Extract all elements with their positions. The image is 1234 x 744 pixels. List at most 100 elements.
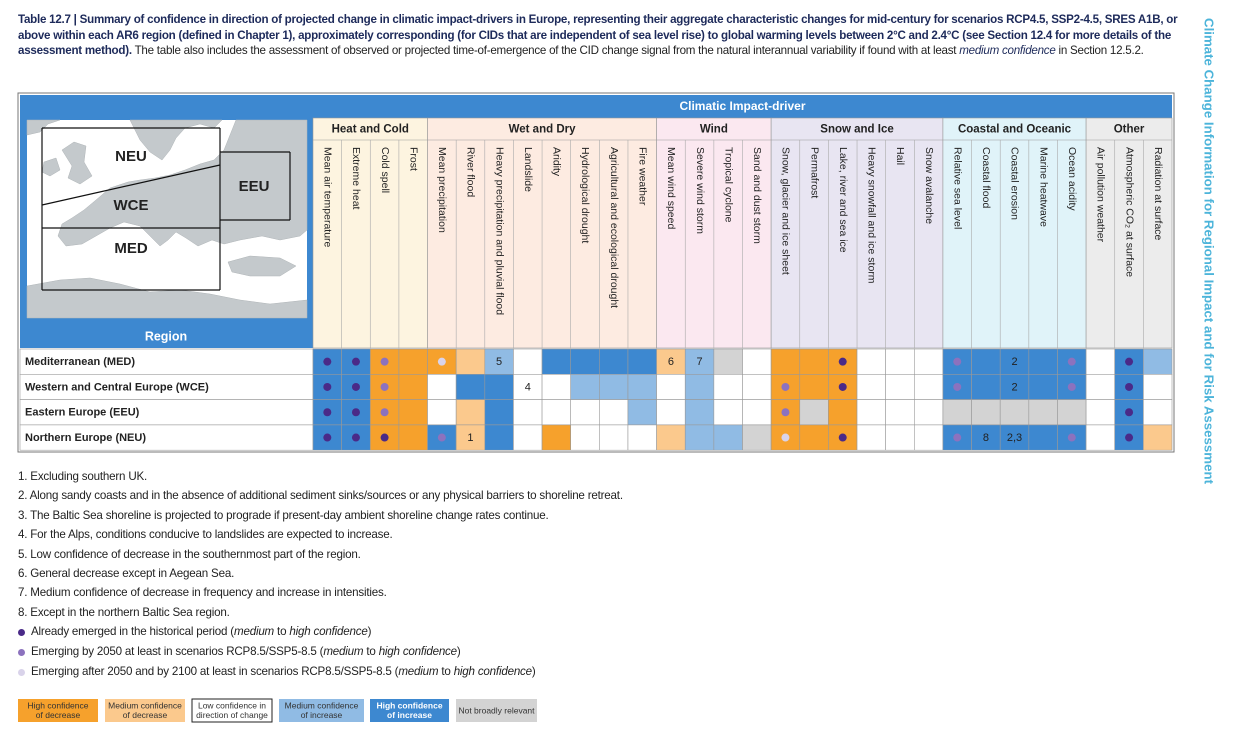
cell xyxy=(570,348,600,375)
emergence-dot xyxy=(323,433,332,442)
side-title: Climate Change Information for Regional … xyxy=(1202,18,1217,485)
caption: Table 12.7 | Summary of confidence in di… xyxy=(18,12,1183,59)
emergence-dot xyxy=(953,357,962,366)
italic-text: high confidence xyxy=(453,665,532,679)
cell xyxy=(599,373,629,400)
cell xyxy=(684,399,715,426)
group-name: Snow and Ice xyxy=(820,124,894,136)
table-frame xyxy=(17,92,1175,453)
cell xyxy=(484,399,514,426)
footnote: 6. General decrease except in Aegean Sea… xyxy=(18,566,235,580)
legend-label: of increase xyxy=(301,710,343,720)
region-cell xyxy=(19,424,314,451)
cell xyxy=(513,348,543,375)
cell-note: 5 xyxy=(496,356,502,368)
cell xyxy=(713,399,743,426)
cell-note: 4 xyxy=(525,381,531,393)
cell xyxy=(971,399,1001,426)
legend-label: Low confidence in xyxy=(198,701,266,711)
cell xyxy=(541,373,571,400)
legend-label: direction of change xyxy=(196,710,268,720)
cell xyxy=(513,424,543,451)
cell xyxy=(541,399,571,426)
cell xyxy=(513,373,543,400)
cell xyxy=(599,348,629,375)
cell xyxy=(1143,348,1173,375)
legend-label: Medium confidence xyxy=(108,701,182,711)
table-title: Climatic Impact-driver xyxy=(679,99,805,113)
cell-note: 6 xyxy=(668,356,674,368)
emergence-dot xyxy=(351,357,360,366)
column-header: Hydrological drought xyxy=(579,147,591,243)
group-name: Other xyxy=(1114,124,1145,136)
column-header: Snow avalanche xyxy=(923,147,935,224)
emergence-text: Emerging by 2050 at least in scenarios R… xyxy=(31,642,461,661)
cell xyxy=(570,373,600,400)
cell xyxy=(742,424,772,451)
cell xyxy=(484,424,514,451)
legend-label: Not broadly relevant xyxy=(458,705,535,715)
cell xyxy=(541,424,571,451)
title-bar xyxy=(313,95,1172,118)
cell xyxy=(1028,348,1058,375)
cell xyxy=(828,399,858,426)
cell xyxy=(656,373,686,400)
column-header: Sand and dust storm xyxy=(751,147,763,244)
cell xyxy=(885,399,915,426)
cell xyxy=(398,348,428,375)
emergence-dot xyxy=(1125,408,1134,417)
cell xyxy=(1085,348,1116,375)
emergence-dot xyxy=(1067,382,1076,391)
emergence-dot xyxy=(18,668,25,676)
bold-text: Table 12.7 | Summary of confidence in di… xyxy=(18,13,1178,57)
column-header: Marine heatwave xyxy=(1037,147,1049,227)
cell xyxy=(742,399,772,426)
cell xyxy=(913,424,944,451)
map-label: WCE xyxy=(114,197,149,214)
cell xyxy=(999,348,1030,375)
region-label: Region xyxy=(145,329,187,343)
cell xyxy=(799,424,829,451)
cell xyxy=(742,373,772,400)
emergence-text: Already emerged in the historical period… xyxy=(31,622,371,641)
cell xyxy=(1028,399,1058,426)
legend-swatch xyxy=(370,699,449,722)
emergence-dot xyxy=(380,433,389,442)
column-header: Mean wind speed xyxy=(665,147,677,229)
cell xyxy=(656,399,686,426)
cell xyxy=(856,348,886,375)
group-name: Wind xyxy=(700,124,728,136)
cell xyxy=(885,424,915,451)
column-header: Extreme heat xyxy=(350,147,362,210)
cell xyxy=(742,348,772,375)
map-land xyxy=(26,277,308,319)
legend-swatch xyxy=(191,698,273,723)
italic-text: medium xyxy=(233,625,275,639)
cell xyxy=(684,424,715,451)
map-border xyxy=(41,164,221,206)
text: Already emerged in the historical period… xyxy=(31,625,234,639)
cell xyxy=(1085,373,1116,400)
column-header: Lake, river and sea ice xyxy=(837,147,849,253)
footnotes: 1. Excluding southern UK. 2. Along sandy … xyxy=(18,467,918,682)
footnote: 3. The Baltic Sea shoreline is projected… xyxy=(18,508,549,522)
emergence-dot xyxy=(838,357,847,366)
cell-note: 8 xyxy=(983,432,989,444)
emergence-text: Emerging after 2050 and by 2100 at least… xyxy=(31,662,536,681)
emergence-dot xyxy=(953,382,962,391)
cell xyxy=(627,373,657,400)
column-header: Heavy precipitation and pluvial flood xyxy=(493,147,505,315)
cell xyxy=(513,399,543,426)
emergence-dot xyxy=(1067,357,1076,366)
column-header: Tropical cyclone xyxy=(722,147,734,223)
emergence-dot xyxy=(1125,382,1134,391)
group-name: Heat and Cold xyxy=(332,124,409,136)
cell xyxy=(684,373,715,400)
column-header: Air pollution weather xyxy=(1095,147,1107,243)
italic-text: high confidence xyxy=(378,645,457,659)
cell xyxy=(656,424,686,451)
column-header: Fire weather xyxy=(637,147,649,206)
column-header: Atmospheric CO₂ at surface xyxy=(1123,147,1135,277)
